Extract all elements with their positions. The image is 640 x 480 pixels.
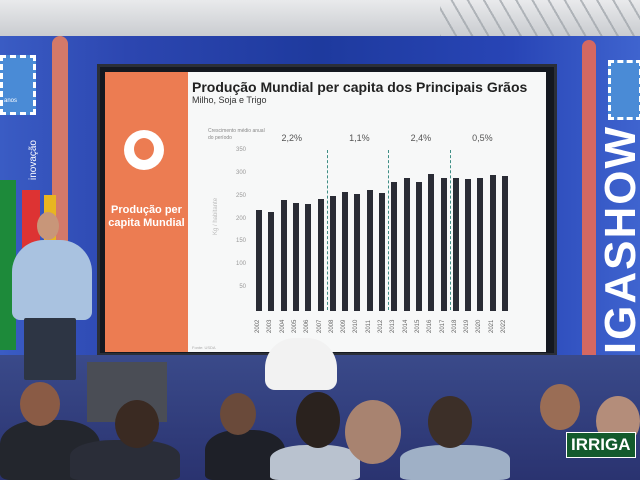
y-tick-label: 100	[235, 261, 246, 268]
period-divider	[449, 150, 451, 310]
period-divider	[326, 150, 328, 310]
x-tick-label: 2009	[341, 319, 348, 333]
bar	[329, 195, 336, 311]
y-tick-label: 50	[239, 284, 246, 291]
y-tick-label: 200	[235, 215, 246, 222]
bird-logo-icon	[124, 130, 164, 170]
x-tick-label: 2012	[378, 319, 384, 333]
x-tick-label: 2007	[316, 319, 323, 333]
bar	[452, 177, 459, 311]
y-tick-label: 250	[235, 192, 246, 199]
x-tick-label: 2021	[488, 319, 495, 333]
x-tick-label: 2015	[414, 319, 421, 333]
bar	[268, 212, 275, 311]
bar	[280, 199, 287, 311]
bar	[465, 179, 472, 311]
x-tick-label: 2019	[464, 319, 471, 333]
bar	[428, 173, 435, 311]
growth-rate-label: 0,5%	[472, 133, 493, 143]
period-divider	[388, 150, 390, 310]
brand-overlay-tag: IRRIGA	[566, 432, 636, 458]
stamp-logo-left	[0, 55, 36, 115]
growth-rate-label: 2,4%	[410, 133, 432, 143]
x-tick-label: 2014	[402, 319, 409, 333]
bar	[292, 202, 299, 311]
bar	[354, 194, 361, 311]
slide-side-title: Produção per capita Mundial	[108, 204, 185, 229]
bar	[502, 175, 508, 311]
y-tick-label: 150	[235, 238, 246, 245]
y-tick-label: 350	[235, 147, 246, 154]
y-tick-label: 300	[235, 169, 246, 176]
bar	[256, 210, 262, 311]
x-tick-label: 2010	[353, 319, 360, 333]
bar	[305, 203, 312, 311]
x-tick-label: 2003	[267, 319, 274, 333]
bar	[477, 177, 484, 311]
white-chair	[265, 338, 337, 390]
x-tick-label: 2002	[255, 319, 261, 333]
period-label: Crescimento médio anual do período	[208, 128, 265, 141]
bar	[440, 178, 447, 311]
bar	[317, 199, 324, 311]
x-tick-label: 2017	[439, 319, 446, 333]
slide-source: Fonte: USDA	[192, 345, 216, 350]
slide-title: Produção Mundial per capita dos Principa…	[192, 79, 528, 95]
y-axis-label: Kg / habitante	[213, 197, 219, 235]
x-tick-label: 2008	[328, 319, 335, 333]
slide-subtitle: Milho, Soja e Trigo	[192, 95, 267, 105]
stamp-text: anos	[4, 98, 18, 104]
bar	[415, 182, 422, 311]
x-tick-label: 2016	[427, 319, 434, 333]
x-tick-label: 2020	[476, 319, 483, 333]
x-tick-label: 2006	[304, 319, 311, 333]
bar	[403, 178, 410, 311]
bar	[342, 191, 349, 311]
tagline-left: inovação	[28, 140, 39, 181]
lighting-truss	[440, 0, 640, 38]
bar	[379, 193, 385, 311]
flag-sao-paulo	[22, 190, 40, 250]
x-tick-label: 2013	[390, 319, 397, 333]
bar	[489, 174, 496, 311]
growth-rate-label: 1,1%	[349, 133, 370, 143]
x-tick-label: 2011	[365, 320, 372, 333]
x-tick-label: 2018	[451, 319, 458, 333]
growth-rate-label: 2,2%	[281, 133, 302, 143]
bar	[366, 190, 373, 311]
x-tick-label: 2005	[291, 319, 298, 333]
slide-side-panel	[105, 72, 188, 352]
bar	[391, 181, 398, 311]
x-tick-label: 2022	[501, 319, 507, 333]
x-tick-label: 2004	[279, 319, 286, 333]
orange-stripe-right	[582, 40, 596, 400]
stamp-logo-right	[608, 60, 640, 120]
